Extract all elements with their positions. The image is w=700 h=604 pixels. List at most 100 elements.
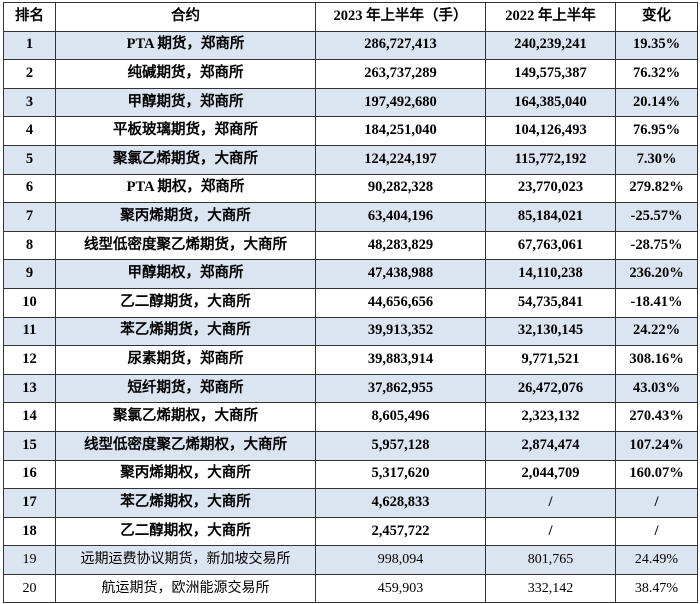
cell-rank: 6: [3, 173, 56, 204]
cell-rank: 20: [3, 573, 56, 604]
cell-2023-h1: 286,727,413: [315, 30, 486, 61]
cell-change: 76.32%: [615, 59, 698, 89]
cell-2023-h1: 2,457,722: [315, 516, 486, 547]
cell-rank: 10: [3, 287, 56, 318]
table-row: 15 线型低密度聚乙烯期权，大商所 5,957,128 2,874,474 107.24…: [3, 430, 698, 461]
cell-contract: 苯乙烯期权，大商所: [55, 488, 316, 518]
cell-2022-h1: 115,772,192: [485, 144, 616, 175]
cell-rank: 4: [3, 116, 56, 146]
cell-contract: 聚丙烯期权，大商所: [55, 459, 316, 490]
table-row: 7 聚丙烯期货，大商所 63,404,196 85,184,021 -25.57%: [3, 202, 698, 232]
cell-change: /: [615, 488, 698, 518]
cell-2022-h1: 149,575,387: [485, 59, 616, 89]
table-row: 10 乙二醇期货，大商所 44,656,656 54,735,841 -18.41%: [3, 287, 698, 318]
cell-change: 107.24%: [615, 430, 698, 461]
cell-2023-h1: 184,251,040: [315, 116, 486, 146]
cell-2023-h1: 48,283,829: [315, 230, 486, 261]
cell-2022-h1: 164,385,040: [485, 87, 616, 118]
cell-2023-h1: 90,282,328: [315, 173, 486, 204]
cell-contract: 纯碱期货，郑商所: [55, 59, 316, 89]
table-row: 14 聚氯乙烯期权，大商所 8,605,496 2,323,132 270.43%: [3, 402, 698, 432]
cell-contract: PTA 期权，郑商所: [55, 173, 316, 204]
cell-2022-h1: 240,239,241: [485, 30, 616, 61]
cell-contract: 聚氯乙烯期权，大商所: [55, 402, 316, 432]
cell-2022-h1: 801,765: [485, 545, 616, 575]
header-2023-h1: 2023 年上半年（手）: [315, 2, 486, 32]
cell-contract: 甲醇期权，郑商所: [55, 259, 316, 289]
cell-2023-h1: 263,737,289: [315, 59, 486, 89]
cell-contract: 远期运费协议期货，新加坡交易所: [55, 545, 316, 575]
cell-2023-h1: 39,913,352: [315, 316, 486, 347]
cell-rank: 15: [3, 430, 56, 461]
cell-rank: 16: [3, 459, 56, 490]
cell-2023-h1: 998,094: [315, 545, 486, 575]
cell-change: 160.07%: [615, 459, 698, 490]
cell-2023-h1: 124,224,197: [315, 144, 486, 175]
cell-change: -28.75%: [615, 230, 698, 261]
table-row: 12 尿素期货，郑商所 39,883,914 9,771,521 308.16%: [3, 345, 698, 375]
cell-rank: 2: [3, 59, 56, 89]
cell-2022-h1: 2,323,132: [485, 402, 616, 432]
cell-2023-h1: 63,404,196: [315, 202, 486, 232]
table-body: 1 PTA 期货，郑商所 286,727,413 240,239,241 19.35% 2…: [3, 30, 698, 604]
table-row: 5 聚氯乙烯期货，大商所 124,224,197 115,772,192 7.30%: [3, 144, 698, 175]
cell-2023-h1: 37,862,955: [315, 373, 486, 404]
cell-contract: 聚氯乙烯期货，大商所: [55, 144, 316, 175]
cell-2022-h1: /: [485, 516, 616, 547]
cell-2022-h1: 26,472,076: [485, 373, 616, 404]
cell-contract: 线型低密度聚乙烯期货，大商所: [55, 230, 316, 261]
cell-2022-h1: /: [485, 488, 616, 518]
cell-2023-h1: 44,656,656: [315, 287, 486, 318]
cell-change: 308.16%: [615, 345, 698, 375]
table-row: 3 甲醇期货，郑商所 197,492,680 164,385,040 20.14%: [3, 87, 698, 118]
cell-change: 7.30%: [615, 144, 698, 175]
cell-rank: 17: [3, 488, 56, 518]
table-row: 20 航运期货，欧洲能源交易所 459,903 332,142 38.47%: [3, 573, 698, 604]
table-row: 19 远期运费协议期货，新加坡交易所 998,094 801,765 24.49%: [3, 545, 698, 575]
cell-rank: 5: [3, 144, 56, 175]
header-row: 排名 合约 2023 年上半年（手） 2022 年上半年 变化: [3, 2, 698, 32]
cell-2022-h1: 332,142: [485, 573, 616, 604]
cell-change: 270.43%: [615, 402, 698, 432]
cell-contract: 甲醇期货，郑商所: [55, 87, 316, 118]
cell-contract: 尿素期货，郑商所: [55, 345, 316, 375]
cell-2022-h1: 2,044,709: [485, 459, 616, 490]
cell-change: 43.03%: [615, 373, 698, 404]
table-row: 16 聚丙烯期权，大商所 5,317,620 2,044,709 160.07%: [3, 459, 698, 490]
table-row: 17 苯乙烯期权，大商所 4,628,833//: [3, 488, 698, 518]
cell-change: 236.20%: [615, 259, 698, 289]
cell-change: 20.14%: [615, 87, 698, 118]
cell-2022-h1: 2,874,474: [485, 430, 616, 461]
cell-2022-h1: 32,130,145: [485, 316, 616, 347]
cell-2022-h1: 23,770,023: [485, 173, 616, 204]
cell-change: -18.41%: [615, 287, 698, 318]
cell-change: 279.82%: [615, 173, 698, 204]
cell-2023-h1: 39,883,914: [315, 345, 486, 375]
cell-rank: 13: [3, 373, 56, 404]
cell-2022-h1: 54,735,841: [485, 287, 616, 318]
header-contract: 合约: [55, 2, 316, 32]
cell-2023-h1: 4,628,833: [315, 488, 486, 518]
cell-rank: 19: [3, 545, 56, 575]
table-row: 4 平板玻璃期货，郑商所 184,251,040 104,126,493 76.95%: [3, 116, 698, 146]
cell-2023-h1: 47,438,988: [315, 259, 486, 289]
header-2022-h1: 2022 年上半年: [485, 2, 616, 32]
cell-rank: 12: [3, 345, 56, 375]
cell-rank: 14: [3, 402, 56, 432]
table-row: 18 乙二醇期权，大商所 2,457,722//: [3, 516, 698, 547]
cell-2022-h1: 85,184,021: [485, 202, 616, 232]
table-row: 2 纯碱期货，郑商所 263,737,289 149,575,387 76.32%: [3, 59, 698, 89]
cell-2022-h1: 14,110,238: [485, 259, 616, 289]
cell-2023-h1: 197,492,680: [315, 87, 486, 118]
cell-rank: 18: [3, 516, 56, 547]
table-row: 6 PTA 期权，郑商所 90,282,328 23,770,023 279.82%: [3, 173, 698, 204]
cell-rank: 1: [3, 30, 56, 61]
cell-contract: PTA 期货，郑商所: [55, 30, 316, 61]
table-header: 排名 合约 2023 年上半年（手） 2022 年上半年 变化: [3, 2, 698, 32]
table-row: 1 PTA 期货，郑商所 286,727,413 240,239,241 19.35%: [3, 30, 698, 61]
cell-change: -25.57%: [615, 202, 698, 232]
cell-rank: 3: [3, 87, 56, 118]
cell-2022-h1: 67,763,061: [485, 230, 616, 261]
cell-contract: 平板玻璃期货，郑商所: [55, 116, 316, 146]
